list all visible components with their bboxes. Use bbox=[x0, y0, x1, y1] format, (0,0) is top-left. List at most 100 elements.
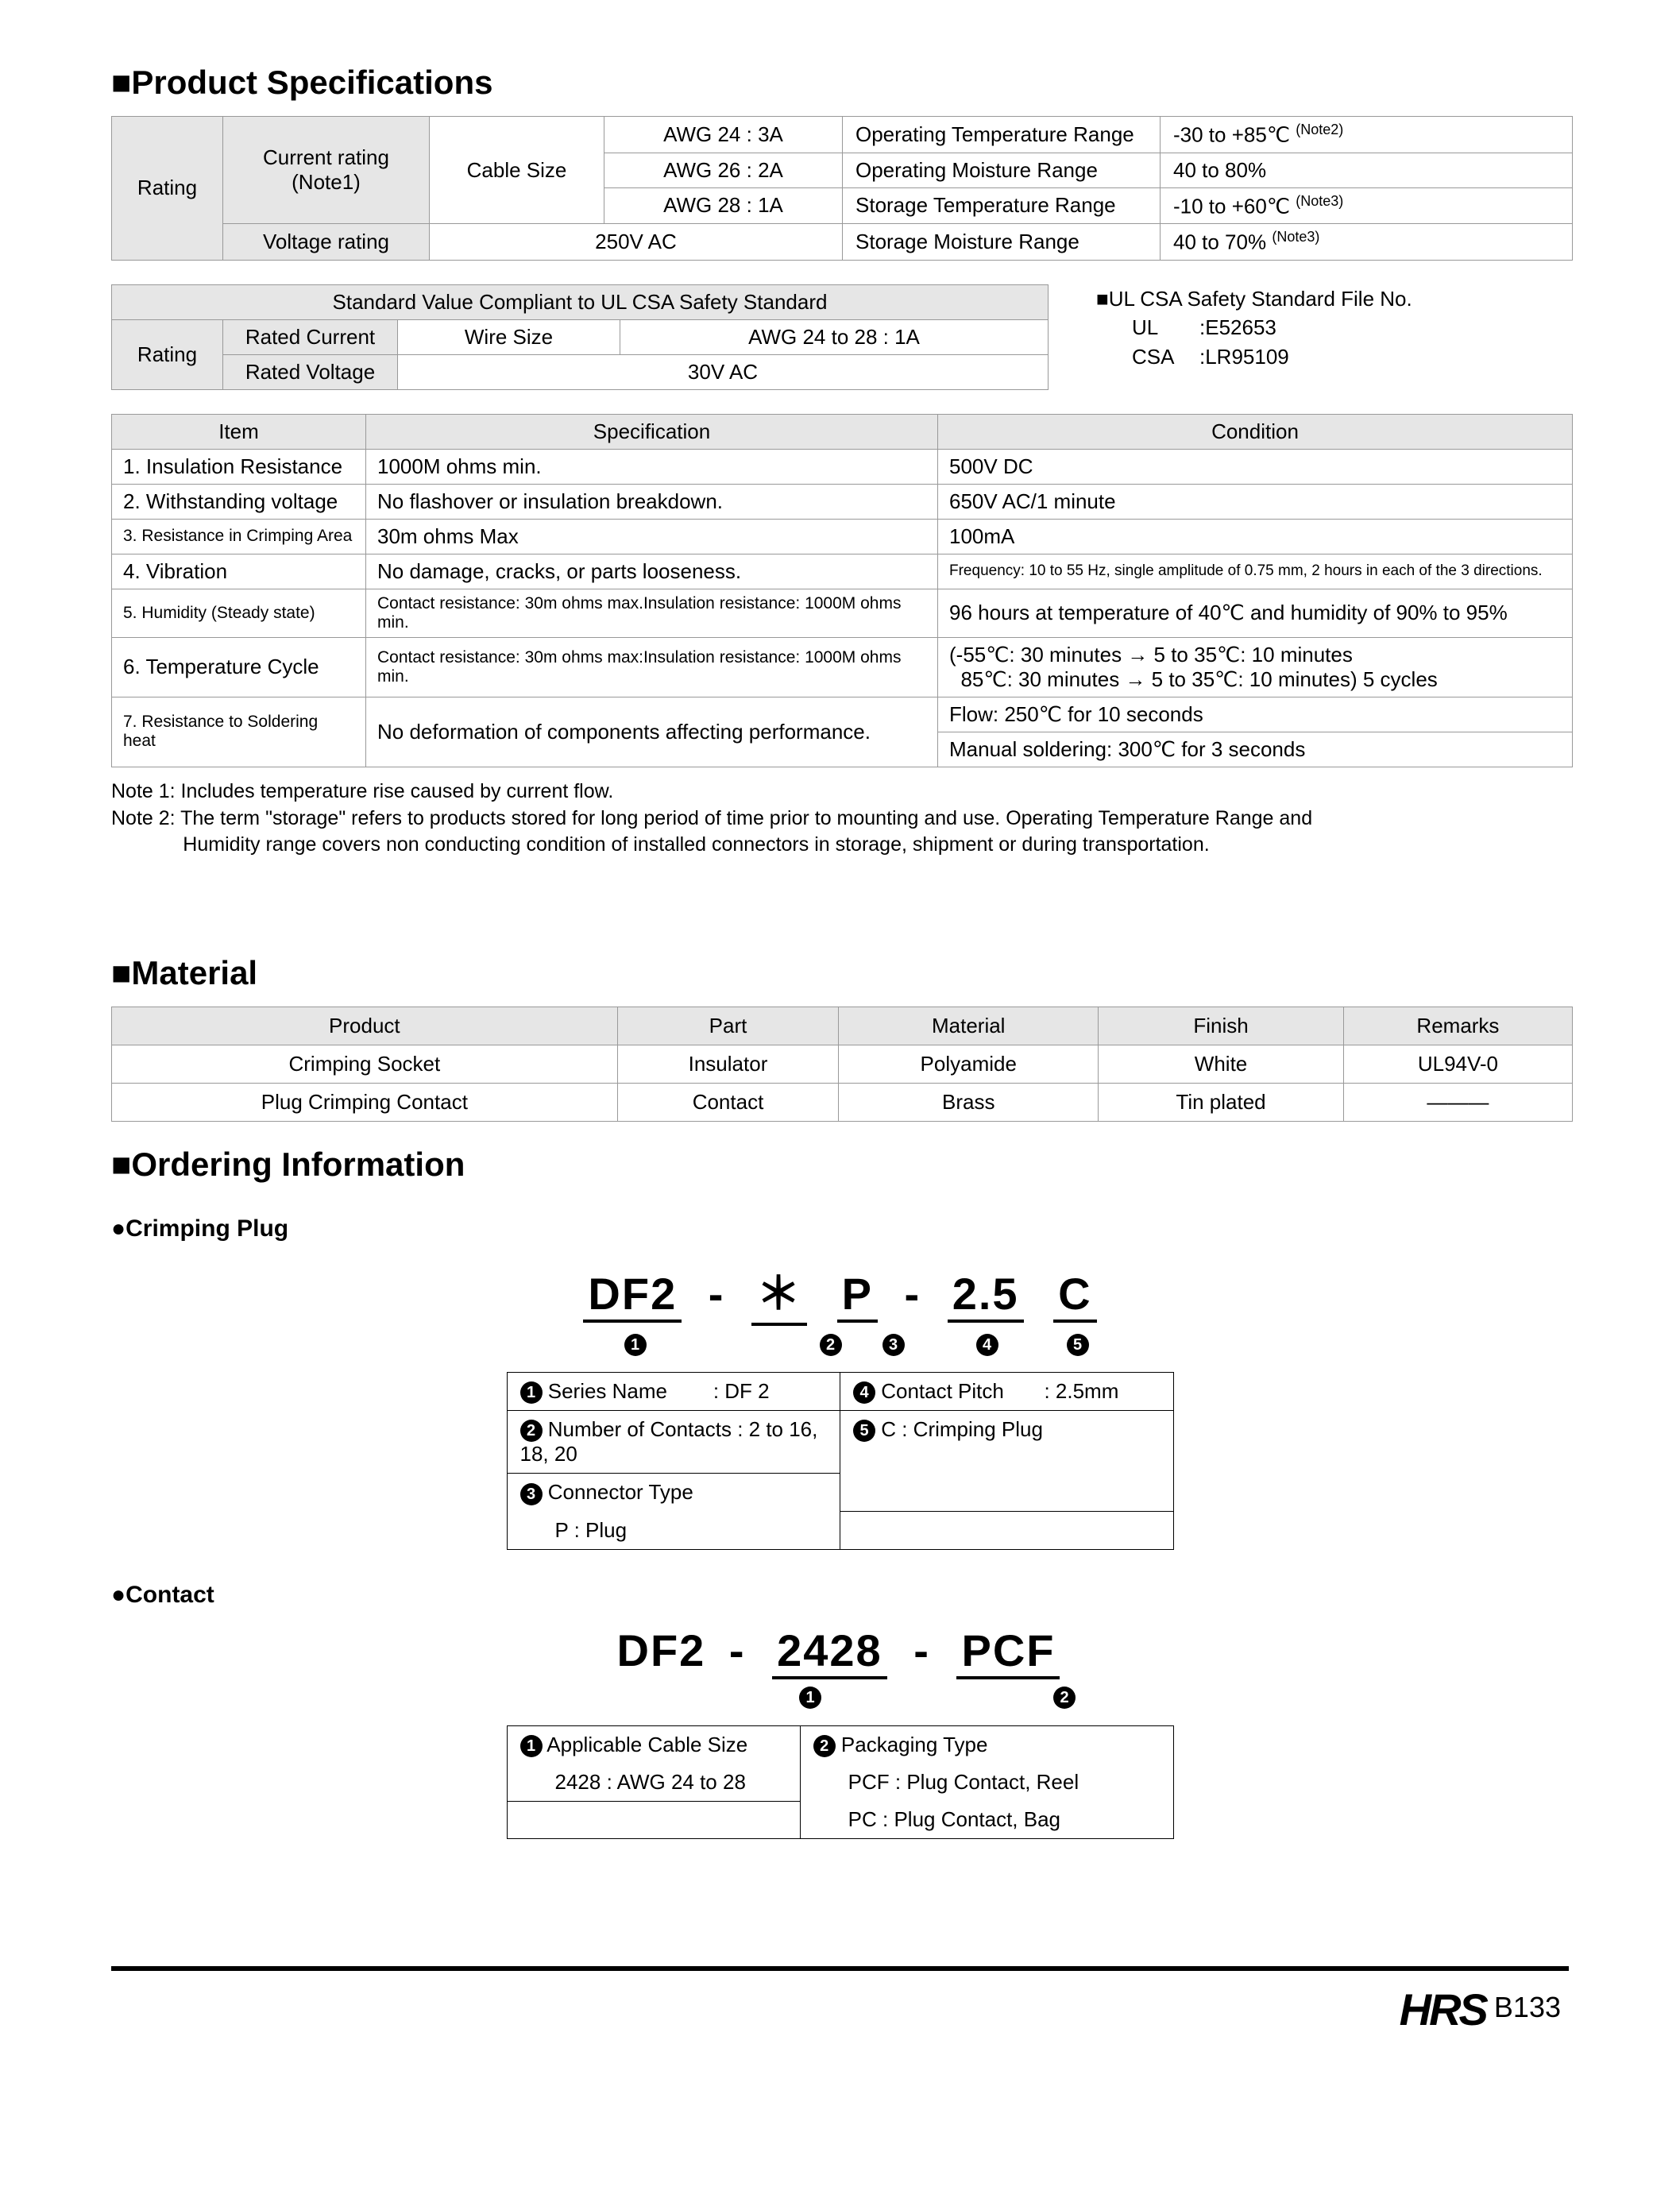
spec-table: Item Specification Condition 1. Insulati… bbox=[111, 414, 1573, 767]
spec-r7-spec: No deformation of components affecting p… bbox=[366, 697, 938, 767]
legend-1-l: Series Name bbox=[548, 1379, 667, 1403]
ul-file-block: UL CSA Safety Standard File No. UL:E5265… bbox=[1096, 284, 1412, 371]
section-material-heading: Material bbox=[111, 954, 1569, 992]
spec-r7-cond1: Flow: 250℃ for 10 seconds bbox=[938, 697, 1573, 732]
legend-4: 4 Contact Pitch : 2.5mm bbox=[840, 1373, 1174, 1411]
c-legend-2-l: Packaging Type bbox=[841, 1733, 988, 1756]
pn-c-seg-1: DF2 bbox=[612, 1625, 711, 1675]
ul-rated-voltage: Rated Voltage bbox=[223, 354, 398, 389]
spec-r6-cond: (-55℃: 30 minutes → 5 to 35℃: 10 minutes… bbox=[938, 637, 1573, 697]
spec-r6-spec: Contact resistance: 30m ohms max:Insulat… bbox=[366, 637, 938, 697]
spec-spec-4: Contact resistance: 30m ohms max.Insulat… bbox=[366, 589, 938, 637]
pn-seg-4: 2.5 bbox=[948, 1268, 1024, 1323]
spec-cond-1: 650V AC/1 minute bbox=[938, 484, 1573, 519]
mat-cell-1-3: Tin plated bbox=[1099, 1084, 1344, 1122]
mat-cell-0-4: UL94V-0 bbox=[1343, 1045, 1572, 1084]
env-3-value: 40 to 70% (Note3) bbox=[1161, 224, 1573, 261]
legend-2-l: Number of Contacts bbox=[548, 1417, 732, 1441]
spec-cond-4: 96 hours at temperature of 40℃ and humid… bbox=[938, 589, 1573, 637]
spec-cond-2: 100mA bbox=[938, 519, 1573, 554]
legend-1: 1 Series Name : DF 2 bbox=[507, 1373, 840, 1411]
env-0-value-text: -30 to +85℃ bbox=[1173, 123, 1290, 147]
pn-seg-1: DF2 bbox=[583, 1268, 682, 1323]
ul-voltage-value: 30V AC bbox=[398, 354, 1049, 389]
env-1-label: Operating Moisture Range bbox=[843, 153, 1161, 187]
ul-wire-size: Wire Size bbox=[398, 319, 620, 354]
ul-title: Standard Value Compliant to UL CSA Safet… bbox=[112, 284, 1049, 319]
pn-num-row-contact: 12 bbox=[507, 1684, 1174, 1710]
ul-csa-table: Standard Value Compliant to UL CSA Safet… bbox=[111, 284, 1049, 390]
cable-size-label: Cable Size bbox=[430, 117, 604, 224]
mat-cell-1-1: Contact bbox=[617, 1084, 839, 1122]
spec-r6-cond2: 85℃: 30 minutes → 5 to 35℃: 10 minutes) … bbox=[949, 667, 1438, 691]
env-3-note: (Note3) bbox=[1272, 229, 1319, 245]
pn-index-1: 1 bbox=[799, 1687, 821, 1709]
c-legend-2: 2 Packaging Type bbox=[800, 1725, 1173, 1764]
spec-spec-3: No damage, cracks, or parts looseness. bbox=[366, 554, 938, 589]
voltage-rating-value: 250V AC bbox=[430, 224, 843, 261]
mat-cell-0-2: Polyamide bbox=[839, 1045, 1099, 1084]
pn-c-seg-3: PCF bbox=[956, 1625, 1060, 1679]
footer-rule bbox=[111, 1966, 1569, 1971]
mat-cell-1-0: Plug Crimping Contact bbox=[112, 1084, 618, 1122]
ul-file-ul-value: :E52653 bbox=[1199, 315, 1276, 339]
mat-cell-0-0: Crimping Socket bbox=[112, 1045, 618, 1084]
mat-cell-1-2: Brass bbox=[839, 1084, 1099, 1122]
spec-item-0: 1. Insulation Resistance bbox=[112, 449, 366, 484]
spec-item-4: 5. Humidity (Steady state) bbox=[112, 589, 366, 637]
legend-3-sub: P : Plug bbox=[507, 1512, 840, 1550]
legend-5: 5 C : Crimping Plug bbox=[840, 1411, 1174, 1512]
c-legend-2-sub2: PC : Plug Contact, Bag bbox=[800, 1801, 1173, 1839]
pn-seg-3: P bbox=[837, 1268, 878, 1323]
page-number: B133 bbox=[1494, 1991, 1561, 2023]
mat-head-1: Part bbox=[617, 1007, 839, 1045]
pn-index-5: 5 bbox=[1067, 1334, 1089, 1356]
env-0-label: Operating Temperature Range bbox=[843, 117, 1161, 153]
rating-label: Rating bbox=[112, 117, 223, 261]
env-0-note: (Note2) bbox=[1296, 122, 1343, 137]
mat-head-0: Product bbox=[112, 1007, 618, 1045]
pn-index-1: 1 bbox=[624, 1334, 647, 1356]
note-2a: Note 2: The term "storage" refers to pro… bbox=[111, 806, 1569, 833]
rating-table: Rating Current rating (Note1) Cable Size… bbox=[111, 116, 1573, 261]
awg-2: AWG 28 : 1A bbox=[604, 187, 843, 224]
pn-num-row-plug: 12345 bbox=[507, 1331, 1174, 1356]
spec-item-1: 2. Withstanding voltage bbox=[112, 484, 366, 519]
section-ordering-heading: Ordering Information bbox=[111, 1146, 1569, 1184]
spec-r6-item: 6. Temperature Cycle bbox=[112, 637, 366, 697]
spec-r6-cond1: (-55℃: 30 minutes → 5 to 35℃: 10 minutes bbox=[949, 643, 1353, 667]
legend-2: 2 Number of Contacts : 2 to 16, 18, 20 bbox=[507, 1411, 840, 1474]
mat-cell-0-3: White bbox=[1099, 1045, 1344, 1084]
spec-spec-2: 30m ohms Max bbox=[366, 519, 938, 554]
spec-item-2: 3. Resistance in Crimping Area bbox=[112, 519, 366, 554]
spec-item-3: 4. Vibration bbox=[112, 554, 366, 589]
pn-crimping-plug: DF2 - ＊ P - 2.5 C bbox=[507, 1258, 1174, 1326]
ordering-plug-legend: 1 Series Name : DF 2 4 Contact Pitch : 2… bbox=[507, 1372, 1174, 1549]
ordering-contact-heading: Contact bbox=[111, 1582, 1569, 1609]
c-legend-1-l: Applicable Cable Size bbox=[546, 1733, 747, 1756]
note-1: Note 1: Includes temperature rise caused… bbox=[111, 779, 1569, 806]
current-rating-label: Current rating bbox=[263, 145, 389, 169]
ul-file-csa-value: :LR95109 bbox=[1199, 345, 1289, 369]
section-product-spec-heading: Product Specifications bbox=[111, 64, 1569, 102]
notes-block: Note 1: Includes temperature rise caused… bbox=[111, 779, 1569, 859]
mat-head-2: Material bbox=[839, 1007, 1099, 1045]
pn-seg-5: C bbox=[1053, 1268, 1096, 1323]
spec-h-item: Item bbox=[112, 414, 366, 449]
env-1-value: 40 to 80% bbox=[1161, 153, 1573, 187]
ul-file-csa-label: CSA bbox=[1132, 342, 1199, 371]
ordering-contact-legend: 1 Applicable Cable Size 2 Packaging Type… bbox=[507, 1725, 1174, 1840]
legend-5-l: C : Crimping Plug bbox=[881, 1417, 1043, 1441]
mat-cell-1-4: ——— bbox=[1343, 1084, 1572, 1122]
env-3-value-text: 40 to 70% bbox=[1173, 230, 1266, 254]
pn-index-4: 4 bbox=[976, 1334, 998, 1356]
mat-head-3: Finish bbox=[1099, 1007, 1344, 1045]
spec-r7-cond2: Manual soldering: 300℃ for 3 seconds bbox=[938, 732, 1573, 767]
spec-h-cond: Condition bbox=[938, 414, 1573, 449]
ordering-crimping-plug-heading: Crimping Plug bbox=[111, 1215, 1569, 1242]
pn-contact: DF2 - 2428 - PCF bbox=[507, 1625, 1174, 1679]
legend-3-l: Connector Type bbox=[548, 1480, 693, 1504]
pn-index-2: 2 bbox=[820, 1334, 842, 1356]
current-rating-note: (Note1) bbox=[292, 170, 361, 194]
awg-0: AWG 24 : 3A bbox=[604, 117, 843, 153]
